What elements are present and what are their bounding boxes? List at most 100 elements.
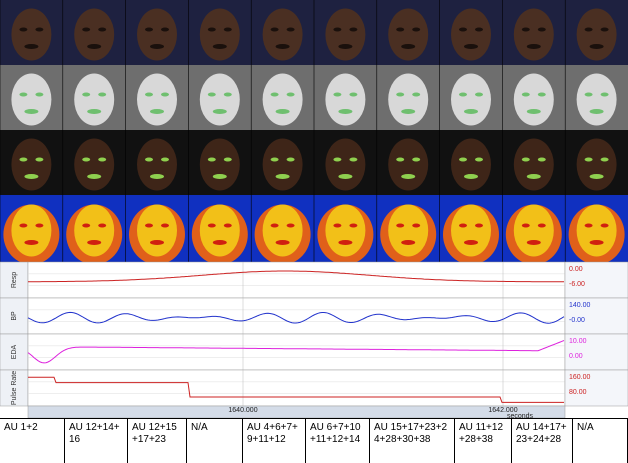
face: [11, 204, 52, 257]
eye: [475, 27, 483, 32]
eye: [98, 92, 107, 97]
eye: [270, 223, 279, 228]
eye: [223, 157, 232, 162]
face: [451, 138, 491, 191]
face: [137, 8, 177, 61]
channel-label: EDA: [11, 344, 18, 359]
eye: [333, 157, 342, 162]
eye: [333, 27, 342, 32]
face: [199, 204, 240, 257]
scale-box: [564, 333, 628, 371]
eye: [521, 157, 530, 162]
mouth: [212, 44, 227, 49]
scale-box: [564, 369, 628, 407]
eye: [223, 92, 232, 97]
face: [262, 73, 303, 126]
eye: [459, 223, 467, 228]
mouth: [338, 240, 353, 245]
signal-trace: [28, 270, 564, 283]
eye: [82, 223, 91, 228]
au-cell: AU 11+12+28+38: [455, 419, 512, 463]
mouth: [87, 44, 102, 49]
mouth: [275, 44, 290, 49]
label-column: [0, 297, 29, 335]
eye: [349, 27, 358, 32]
mouth: [589, 174, 604, 179]
face: [451, 8, 491, 61]
eye: [396, 223, 405, 228]
eye: [35, 27, 44, 32]
mouth: [212, 240, 227, 245]
eye: [333, 223, 342, 228]
eye: [286, 157, 295, 162]
signal-trace: [27, 340, 565, 364]
scale-label: 140.00: [569, 302, 591, 309]
channel-label: Pulse Rate: [11, 371, 18, 405]
mouth: [87, 240, 102, 245]
mouth: [526, 109, 541, 114]
face: [325, 138, 366, 191]
eye: [600, 27, 609, 32]
eye: [98, 223, 107, 228]
face: [74, 204, 115, 257]
eye: [98, 157, 107, 162]
eye: [412, 27, 421, 32]
plot-area: [27, 297, 566, 335]
eye: [207, 27, 216, 32]
mouth: [526, 44, 541, 49]
face: [137, 204, 177, 257]
face: [576, 138, 617, 191]
au-cell: AU 15+17+23+24+28+30+38: [370, 419, 455, 463]
scale-label: 10.00: [569, 338, 587, 345]
mouth: [464, 109, 478, 114]
mouth: [401, 44, 416, 49]
eye: [349, 223, 358, 228]
eye: [396, 27, 405, 32]
eye: [207, 157, 216, 162]
au-cell: AU 4+6+7+9+11+12: [243, 419, 306, 463]
eye: [521, 92, 530, 97]
label-column: [0, 261, 29, 299]
mouth: [24, 240, 39, 245]
eye: [82, 92, 91, 97]
eye: [600, 223, 609, 228]
face: [513, 204, 554, 257]
eye: [349, 92, 358, 97]
figure-graphics: Resp 0.00 -6.00 BP 140.00 -0.00 EDA 10.00 0.00 Pu…: [0, 0, 628, 420]
eye: [161, 92, 169, 97]
eye: [35, 92, 44, 97]
mouth: [212, 174, 227, 179]
face: [262, 8, 303, 61]
scale-box: [564, 261, 628, 299]
eye: [35, 157, 44, 162]
mouth: [24, 44, 39, 49]
mouth: [526, 240, 541, 245]
au-cell: AU 14+17+23+24+28: [512, 419, 573, 463]
signal-trace: [27, 311, 565, 324]
eye: [223, 27, 232, 32]
eye: [286, 223, 295, 228]
eye: [459, 157, 467, 162]
eye: [349, 157, 358, 162]
eye: [537, 157, 546, 162]
eye: [223, 223, 232, 228]
eye: [145, 27, 153, 32]
eye: [412, 157, 421, 162]
face: [11, 73, 52, 126]
mouth: [401, 109, 416, 114]
mouth: [401, 240, 416, 245]
scale-label: 0.00: [569, 353, 583, 360]
mouth: [24, 109, 39, 114]
mouth: [150, 174, 164, 179]
mouth: [338, 44, 353, 49]
time-unit: seconds: [507, 413, 534, 418]
mouth: [150, 44, 164, 49]
eye: [35, 223, 44, 228]
mouth: [526, 174, 541, 179]
face: [576, 8, 617, 61]
mouth: [589, 240, 604, 245]
eye: [584, 27, 593, 32]
channel-label: Resp: [11, 272, 18, 288]
eye: [270, 92, 279, 97]
plot-area: [27, 369, 566, 407]
